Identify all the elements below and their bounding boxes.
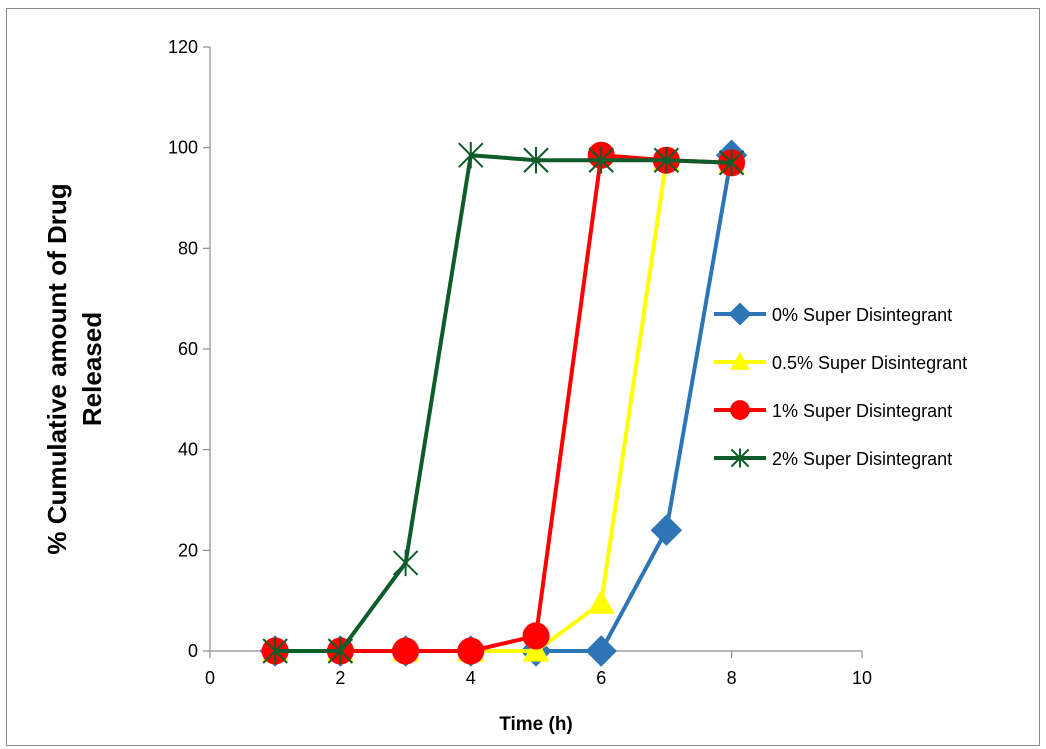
chart-frame [6, 8, 1040, 746]
series-line-3 [275, 153, 732, 653]
y-axis-title-line-2: Released [77, 312, 107, 426]
y-tick-label: 120 [168, 37, 198, 57]
y-tick-label: 20 [178, 540, 198, 560]
legend-marker-3 [730, 448, 750, 468]
series-2-point [457, 637, 485, 665]
x-tick-label: 4 [466, 668, 476, 688]
y-axis-title-line-1: % Cumulative amount of Drug [42, 183, 72, 554]
legend-marker-1 [730, 351, 750, 370]
x-tick-label: 2 [335, 668, 345, 688]
series-line-0 [275, 154, 734, 653]
series-1-point [522, 637, 550, 662]
series-2-point [522, 622, 550, 650]
series-2-point [392, 637, 420, 665]
y-tick-label: 100 [168, 138, 198, 158]
series-3-point [327, 637, 354, 665]
series-3-point [262, 637, 288, 665]
series-0-point [650, 514, 683, 546]
y-tick-label: 80 [178, 238, 198, 258]
series-0-point [585, 635, 617, 667]
legend-label-1: 0.5% Super Disintegrant [772, 353, 967, 373]
series-3-point [392, 549, 419, 577]
y-tick-label: 0 [188, 641, 198, 661]
series-1-point [587, 589, 615, 614]
x-tick-label: 0 [205, 668, 215, 688]
series-3-point [523, 147, 549, 174]
series-3-point [718, 149, 745, 176]
y-tick-label: 60 [178, 339, 198, 359]
legend-label-0: 0% Super Disintegrant [772, 305, 952, 325]
legend-marker-2 [730, 400, 750, 420]
legend-label-2: 1% Super Disintegrant [772, 401, 952, 421]
series-3-point [458, 142, 484, 169]
x-tick-label: 10 [852, 668, 872, 688]
series-line-1 [275, 158, 732, 653]
series-3-point [588, 147, 614, 174]
series-line-2 [275, 153, 732, 653]
x-axis-title: Time (h) [499, 714, 573, 735]
legend-label-3: 2% Super Disintegrant [772, 449, 952, 469]
y-tick-label: 40 [178, 440, 198, 460]
x-tick-label: 6 [596, 668, 606, 688]
series-3-point [653, 147, 680, 174]
x-tick-label: 8 [727, 668, 737, 688]
legend-marker-0 [728, 302, 752, 326]
